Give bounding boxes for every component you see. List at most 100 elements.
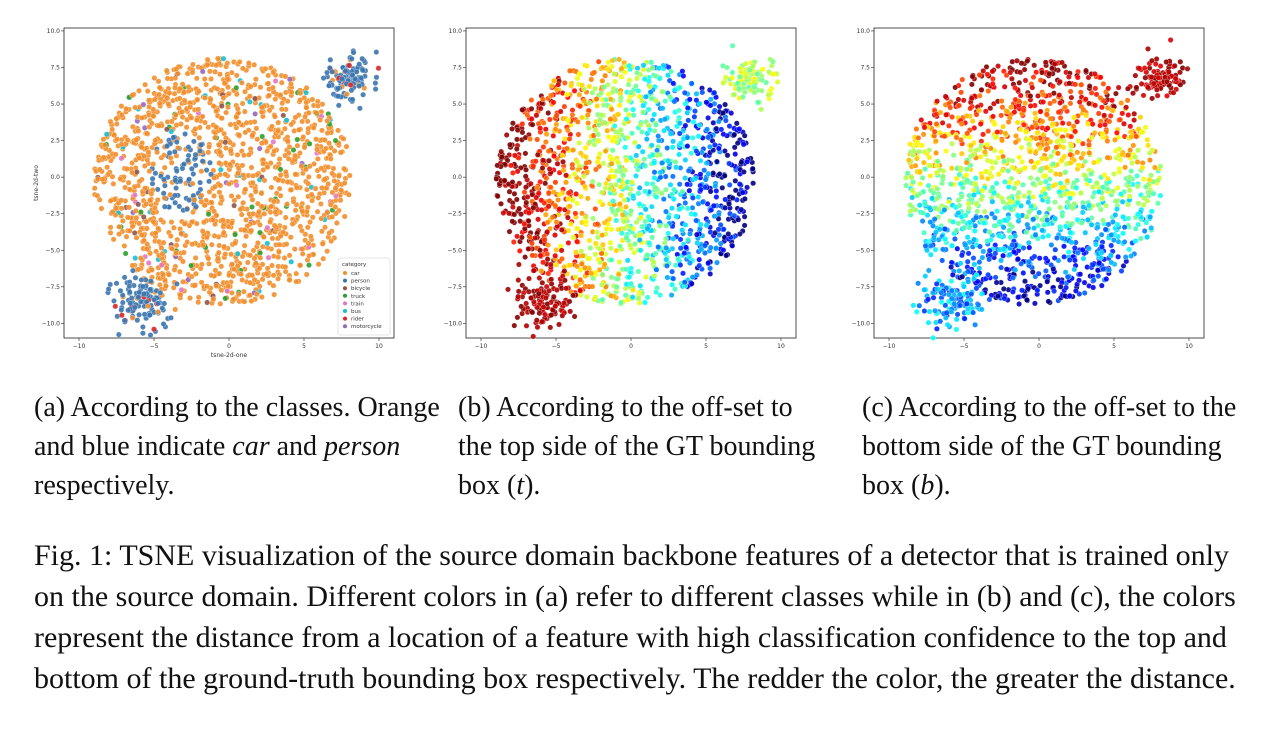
scatter-point xyxy=(160,321,167,327)
scatter-point xyxy=(1085,216,1091,223)
scatter-point xyxy=(693,231,700,238)
scatter-point xyxy=(193,75,200,82)
scatter-point xyxy=(624,134,631,141)
scatter-point xyxy=(912,162,919,169)
scatter-point xyxy=(630,287,636,293)
scatter-point xyxy=(528,105,535,112)
y-tick-label: −10.0 xyxy=(852,320,871,327)
scatter-point xyxy=(220,95,227,101)
scatter-point xyxy=(231,202,237,209)
scatter-point xyxy=(1026,244,1033,251)
scatter-point xyxy=(536,275,543,281)
scatter-point xyxy=(912,207,919,213)
scatter-point xyxy=(148,190,155,197)
scatter-point xyxy=(556,144,562,151)
scatter-point xyxy=(222,295,229,302)
scatter-point xyxy=(1065,249,1072,255)
scatter-point xyxy=(298,163,305,170)
scatter-point xyxy=(563,285,569,292)
scatter-point xyxy=(963,159,970,166)
scatter-point xyxy=(225,104,231,111)
scatter-point xyxy=(586,237,593,244)
scatter-point xyxy=(524,112,531,118)
scatter-point xyxy=(305,174,312,180)
scatter-point xyxy=(518,211,524,218)
scatter-point xyxy=(1118,268,1125,274)
scatter-point xyxy=(1005,168,1012,174)
scatter-point xyxy=(743,74,750,80)
scatter-point xyxy=(1037,108,1044,115)
scatter-point xyxy=(133,214,140,221)
scatter-point xyxy=(260,167,267,173)
scatter-point xyxy=(1148,208,1155,215)
scatter-point xyxy=(751,78,758,85)
scatter-point xyxy=(1128,253,1134,259)
scatter-point xyxy=(597,198,603,205)
scatter-point xyxy=(1086,141,1092,148)
scatter-point xyxy=(173,66,180,72)
scatter-point xyxy=(538,197,545,204)
scatter-point xyxy=(545,203,552,210)
scatter-point xyxy=(685,167,692,174)
scatter-point xyxy=(1120,230,1126,237)
scatter-point xyxy=(281,224,288,231)
scatter-point xyxy=(1079,209,1086,216)
scatter-point xyxy=(511,211,518,218)
scatter-point xyxy=(713,194,720,200)
scatter-point xyxy=(107,118,114,125)
scatter-point xyxy=(942,236,948,242)
scatter-point xyxy=(1062,191,1068,197)
scatter-point xyxy=(192,162,199,169)
scatter-point xyxy=(579,82,585,89)
scatter-point xyxy=(1071,180,1077,186)
scatter-point xyxy=(138,144,145,151)
scatter-point xyxy=(1012,233,1018,239)
scatter-point xyxy=(964,130,971,137)
scatter-point xyxy=(720,62,726,69)
scatter-point xyxy=(592,294,599,300)
scatter-point xyxy=(662,173,669,180)
scatter-point xyxy=(985,271,991,278)
scatter-point xyxy=(623,107,629,113)
scatter-point xyxy=(186,176,192,183)
scatter-point xyxy=(246,151,252,158)
scatter-point xyxy=(726,201,732,207)
scatter-point xyxy=(927,162,934,169)
scatter-point xyxy=(264,240,271,247)
scatter-point xyxy=(1077,89,1084,96)
scatter-point xyxy=(956,268,963,274)
scatter-point xyxy=(707,271,714,277)
scatter-point xyxy=(1075,250,1081,256)
scatter-point xyxy=(673,164,679,171)
scatter-point xyxy=(232,240,238,247)
x-tick-label: 0 xyxy=(1037,343,1041,350)
scatter-point xyxy=(1108,242,1115,249)
scatter-point xyxy=(774,79,781,85)
scatter-point xyxy=(275,177,282,184)
scatter-point xyxy=(677,245,684,252)
scatter-point xyxy=(503,132,510,138)
scatter-point xyxy=(670,275,677,282)
scatter-point xyxy=(349,96,356,103)
scatter-point xyxy=(1045,232,1052,239)
scatter-point xyxy=(1014,119,1021,126)
scatter-point xyxy=(679,227,686,233)
scatter-point xyxy=(1038,166,1044,172)
scatter-point xyxy=(1097,74,1104,81)
scatter-point xyxy=(133,234,140,241)
scatter-point xyxy=(206,144,212,150)
scatter-point xyxy=(243,233,249,240)
scatter-point xyxy=(223,109,229,116)
scatter-point xyxy=(252,188,259,195)
scatter-point xyxy=(697,157,704,164)
scatter-point xyxy=(228,251,234,258)
scatter-point xyxy=(986,229,993,235)
scatter-point xyxy=(684,105,691,111)
scatter-point xyxy=(176,105,182,112)
scatter-point xyxy=(1030,74,1037,80)
x-tick-label: −5 xyxy=(960,343,969,350)
scatter-point xyxy=(234,152,241,158)
scatter-point xyxy=(1107,252,1114,259)
scatter-point xyxy=(129,92,136,99)
scatter-point xyxy=(722,74,729,81)
